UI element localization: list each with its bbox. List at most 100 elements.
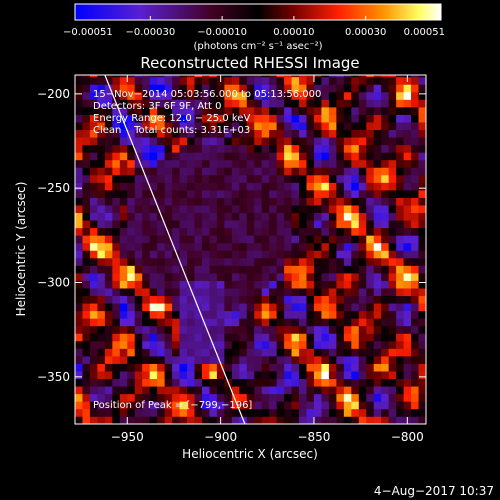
heatmap-cell: [269, 99, 277, 108]
heatmap-cell: [373, 167, 382, 176]
heatmap-cell: [254, 84, 263, 93]
heatmap-cell: [164, 273, 173, 281]
heatmap-cell: [246, 295, 255, 304]
heatmap-cell: [75, 242, 83, 251]
heatmap-cell: [313, 303, 322, 312]
heatmap-cell: [112, 265, 121, 274]
heatmap-cell: [112, 416, 121, 424]
heatmap-cell: [89, 356, 98, 364]
heatmap-cell: [366, 325, 375, 334]
heatmap-cell: [231, 265, 240, 274]
heatmap-cell: [142, 250, 150, 259]
heatmap-cell: [366, 348, 375, 357]
heatmap-cell: [366, 295, 375, 304]
heatmap-cell: [261, 167, 270, 176]
heatmap-cell: [313, 242, 322, 251]
heatmap-cell: [194, 371, 203, 380]
heatmap-cell: [187, 99, 195, 108]
heatmap-cell: [306, 182, 315, 191]
heatmap-cell: [411, 167, 419, 176]
heatmap-cell: [321, 378, 330, 387]
heatmap-cell: [209, 205, 218, 214]
heatmap-cell: [172, 333, 180, 342]
heatmap-cell: [104, 114, 113, 123]
heatmap-cell: [284, 205, 292, 214]
heatmap-cell: [172, 386, 180, 395]
heatmap-cell: [246, 348, 255, 357]
heatmap-cell: [164, 205, 173, 214]
heatmap-cell: [82, 363, 91, 372]
heatmap-cell: [216, 152, 225, 161]
heatmap-cell: [321, 273, 330, 281]
heatmap-cell: [276, 295, 285, 304]
heatmap-cell: [231, 280, 240, 289]
heatmap-cell: [321, 84, 330, 93]
heatmap-cell: [246, 220, 255, 229]
heatmap-cell: [411, 182, 419, 191]
heatmap-cell: [269, 114, 277, 123]
heatmap-cell: [276, 107, 285, 115]
heatmap-cell: [179, 363, 188, 372]
heatmap-cell: [164, 318, 173, 327]
heatmap-cell: [157, 416, 165, 424]
heatmap-cell: [82, 197, 91, 206]
heatmap-cell: [157, 348, 165, 357]
heatmap-cell: [351, 371, 360, 380]
heatmap-cell: [336, 303, 345, 312]
heatmap-cell: [75, 235, 83, 244]
heatmap-cell: [97, 91, 106, 100]
heatmap-cell: [381, 325, 389, 334]
heatmap-cell: [216, 122, 225, 131]
heatmap-cell: [112, 318, 121, 327]
heatmap-cell: [351, 220, 360, 229]
plot-area: −950 −900 −850 −800−200−250−300−350: [37, 74, 427, 444]
heatmap-cell: [97, 242, 106, 251]
heatmap-cell: [396, 190, 404, 198]
heatmap-cell: [328, 182, 337, 191]
heatmap-cell: [299, 235, 307, 244]
heatmap-cell: [373, 75, 382, 78]
heatmap-cell: [172, 122, 180, 131]
heatmap-cell: [82, 75, 91, 78]
heatmap-cell: [209, 107, 218, 115]
heatmap-cell: [187, 303, 195, 312]
heatmap-cell: [149, 242, 158, 251]
heatmap-cell: [343, 250, 352, 259]
heatmap-cell: [201, 197, 210, 206]
heatmap-cell: [179, 84, 188, 93]
heatmap-cell: [134, 205, 143, 214]
heatmap-cell: [351, 212, 360, 221]
heatmap-cell: [411, 220, 419, 229]
colorbar-gradient: [74, 3, 442, 21]
heatmap-cell: [201, 250, 210, 259]
heatmap-cell: [336, 295, 345, 304]
heatmap-cell: [254, 212, 263, 221]
heatmap-cell: [157, 114, 165, 123]
heatmap-cell: [321, 340, 330, 349]
heatmap-cell: [209, 348, 218, 357]
heatmap-cell: [75, 114, 83, 123]
heatmap-cell: [231, 84, 240, 93]
heatmap-cell: [246, 333, 255, 342]
heatmap-cell: [284, 325, 292, 334]
heatmap-cell: [82, 190, 91, 198]
heatmap-cell: [366, 190, 375, 198]
heatmap-cell: [149, 333, 158, 342]
heatmap-cell: [239, 280, 248, 289]
heatmap-cell: [75, 84, 83, 93]
heatmap-cell: [373, 144, 382, 153]
heatmap-cell: [239, 265, 248, 274]
heatmap-cell: [119, 205, 128, 214]
heatmap-cell: [299, 303, 307, 312]
heatmap-cell: [97, 114, 106, 123]
heatmap-cell: [306, 159, 315, 168]
heatmap-cell: [172, 167, 180, 176]
heatmap-cell: [313, 401, 322, 410]
heatmap-cell: [381, 76, 389, 85]
heatmap-cell: [351, 114, 360, 123]
heatmap-cell: [142, 408, 150, 417]
heatmap-cell: [209, 295, 218, 304]
heatmap-cell: [149, 310, 158, 319]
heatmap-cell: [313, 212, 322, 221]
heatmap-cell: [254, 122, 263, 131]
